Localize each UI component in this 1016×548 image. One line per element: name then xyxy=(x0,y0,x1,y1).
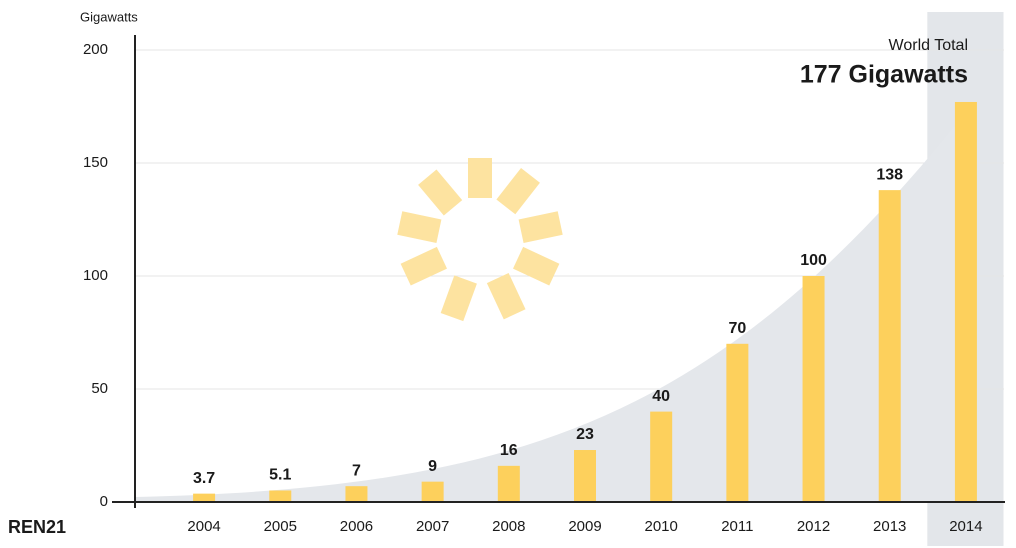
sun-icon xyxy=(397,158,562,321)
y-axis-label: Gigawatts xyxy=(80,9,138,24)
x-tick-label: 2004 xyxy=(187,518,220,535)
bar xyxy=(345,486,367,502)
value-label: 16 xyxy=(500,442,518,459)
y-tick-label: 50 xyxy=(91,380,108,397)
x-tick-label: 2013 xyxy=(873,518,906,535)
x-tick-label: 2006 xyxy=(340,518,373,535)
bar xyxy=(193,494,215,502)
x-tick-label: 2011 xyxy=(721,518,753,535)
x-tick-label: 2008 xyxy=(492,518,525,535)
y-tick-label: 0 xyxy=(100,493,108,510)
y-tick-label: 200 xyxy=(83,41,108,58)
y-tick-label: 100 xyxy=(83,267,108,284)
bar xyxy=(726,344,748,502)
bar xyxy=(498,466,520,502)
bar xyxy=(955,102,977,502)
value-label: 7 xyxy=(352,462,361,479)
page: 0 50 100 150 200 2004 3.7 2005 5.1 2006 7 2007 9 2008… xyxy=(0,0,1016,548)
trend-area xyxy=(135,112,966,502)
bar xyxy=(803,276,825,502)
bar xyxy=(269,490,291,502)
source-logo: REN21 xyxy=(8,517,66,537)
value-label: 9 xyxy=(428,458,437,475)
value-label: 70 xyxy=(728,320,746,337)
value-label: 23 xyxy=(576,426,594,443)
value-label: 100 xyxy=(800,252,827,269)
y-tick-label: 150 xyxy=(83,154,108,171)
x-tick-label: 2010 xyxy=(644,518,677,535)
chart: 0 50 100 150 200 2004 3.7 2005 5.1 2006 7 2007 9 2008… xyxy=(0,0,1016,548)
x-tick-label: 2009 xyxy=(568,518,601,535)
annotation-value: 177 Gigawatts xyxy=(800,61,968,89)
bar xyxy=(422,482,444,502)
value-label: 3.7 xyxy=(193,470,215,487)
bar xyxy=(574,450,596,502)
value-label: 40 xyxy=(652,388,670,405)
annotation-title: World Total xyxy=(889,37,968,54)
value-label: 138 xyxy=(876,166,903,183)
x-tick-label: 2014 xyxy=(949,518,982,535)
value-label: 5.1 xyxy=(269,467,291,484)
x-tick-label: 2012 xyxy=(797,518,830,535)
x-tick-label: 2007 xyxy=(416,518,449,535)
x-tick-label: 2005 xyxy=(264,518,297,535)
bar xyxy=(650,412,672,502)
bar xyxy=(879,190,901,502)
